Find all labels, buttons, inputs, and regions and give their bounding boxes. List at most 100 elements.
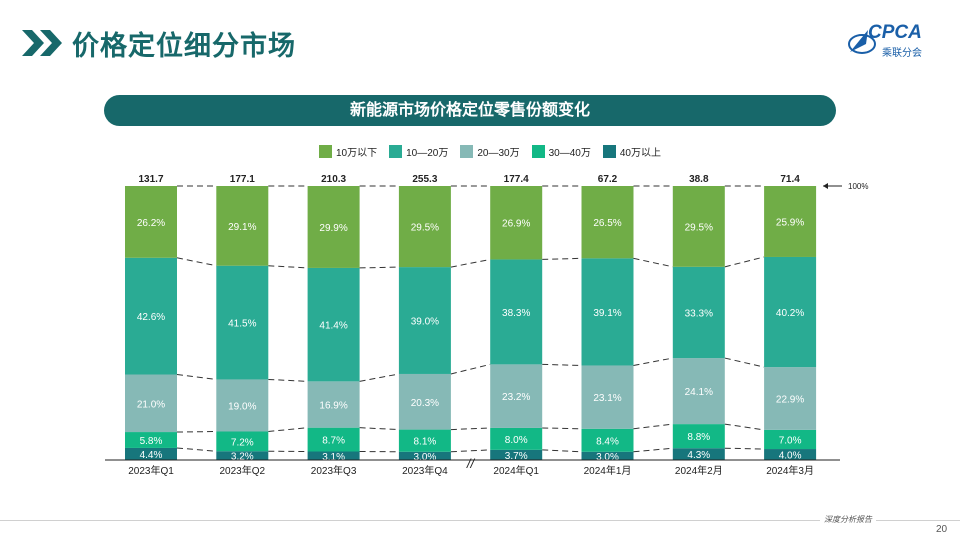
data-label: 39.1% <box>593 308 621 319</box>
bar-segment <box>764 429 817 450</box>
category-label: 2023年Q4 <box>402 464 448 477</box>
bar-segment <box>307 267 360 382</box>
data-label: 16.9% <box>319 401 347 412</box>
legend-swatch <box>319 145 332 158</box>
legend-label: 10万以下 <box>336 148 378 159</box>
chevron-icon <box>22 30 62 56</box>
bar-segment <box>581 258 634 366</box>
bar-segment <box>764 367 817 430</box>
data-label: 3.7% <box>505 451 528 462</box>
connector-line <box>724 357 765 368</box>
bar-segment <box>398 451 451 460</box>
category-label: 2024年3月 <box>766 464 814 477</box>
connector-line <box>450 363 491 375</box>
connector-line <box>450 258 491 268</box>
data-label: 7.2% <box>231 437 254 448</box>
bar-segment <box>672 448 725 460</box>
connector-line <box>633 357 673 366</box>
data-label: 26.9% <box>502 219 530 230</box>
bar-segment <box>672 266 725 359</box>
data-label: 22.9% <box>776 394 804 405</box>
legend-label: 20—30万 <box>477 148 520 159</box>
connector-line <box>633 447 673 453</box>
bar-segment <box>307 381 360 428</box>
legend-item: 10—20万 <box>389 144 448 159</box>
legend-swatch <box>602 145 616 158</box>
total-label: 67.2 <box>598 174 618 185</box>
legend-label: 40万以上 <box>619 148 661 159</box>
data-label: 20.3% <box>411 398 439 409</box>
data-label: 26.2% <box>137 218 165 229</box>
legend-item: 30—40万 <box>531 144 591 159</box>
bar-segment <box>672 424 725 449</box>
category-label: 2024年2月 <box>675 464 723 477</box>
connector-line <box>268 265 308 269</box>
data-label: 29.5% <box>411 223 439 234</box>
connector-line <box>268 378 308 382</box>
connector-line <box>176 374 217 380</box>
data-label: 3.0% <box>596 452 619 463</box>
data-label: 7.0% <box>779 435 802 446</box>
bar-segment <box>216 379 269 432</box>
data-label: 3.2% <box>231 452 254 463</box>
bar-segment <box>764 186 817 257</box>
connector-line <box>542 449 582 453</box>
cpca-logo: CPCA 乘联分会 <box>846 22 942 64</box>
logo-icon <box>848 30 876 54</box>
category-label: 2024年1月 <box>584 464 632 477</box>
page-title: 价格定位细分市场 <box>72 31 296 61</box>
bar-segment <box>398 373 451 430</box>
data-label: 21.0% <box>137 399 165 410</box>
connector-line <box>176 431 217 433</box>
data-label: 26.5% <box>593 218 621 229</box>
connector-line <box>176 257 217 267</box>
bar-segment <box>581 428 634 452</box>
connector-line <box>542 427 582 430</box>
data-label: 23.2% <box>502 392 530 403</box>
category-label: 2023年Q3 <box>311 464 357 477</box>
bar-segment <box>672 186 725 267</box>
bar-segment <box>490 427 543 450</box>
connector-line <box>633 257 673 268</box>
legend-label: 30—40万 <box>548 148 591 159</box>
connector-line <box>633 423 673 430</box>
data-label: 3.0% <box>414 452 437 463</box>
connector-line <box>724 423 765 431</box>
bar-segment <box>125 432 177 448</box>
bar-segment <box>581 365 634 429</box>
bar-segment <box>398 429 451 452</box>
category-label: 2024年Q1 <box>493 464 539 477</box>
legend-swatch <box>460 145 474 158</box>
total-label: 177.4 <box>504 174 529 185</box>
legend-item: 40万以上 <box>602 144 661 159</box>
data-label: 33.3% <box>685 308 713 319</box>
data-label: 8.7% <box>322 436 345 447</box>
bar-segment <box>307 427 360 452</box>
bar-segment <box>581 186 634 259</box>
data-label: 41.5% <box>228 319 256 330</box>
bar-segment <box>307 186 360 268</box>
data-label: 42.6% <box>137 312 165 323</box>
data-label: 29.5% <box>685 222 713 233</box>
bar-segment <box>581 451 634 460</box>
data-label: 8.4% <box>596 436 619 447</box>
bar-segment <box>490 259 543 365</box>
footer-text: 深度分析报告 <box>820 514 876 525</box>
data-label: 19.0% <box>228 401 256 412</box>
chart-title-banner: 新能源市场价格定位零售份额变化 <box>104 95 836 126</box>
bar-segment <box>125 447 177 460</box>
data-label: 29.9% <box>319 223 347 234</box>
data-label: 8.8% <box>687 432 710 443</box>
bar-segment <box>216 451 269 460</box>
bar-segment <box>307 451 360 460</box>
data-label: 3.1% <box>322 452 345 463</box>
page-number: 20 <box>936 524 948 535</box>
data-label: 4.4% <box>140 450 163 461</box>
connector-line <box>359 266 399 269</box>
data-label: 8.1% <box>414 437 437 448</box>
total-label: 71.4 <box>780 174 800 185</box>
connector-line <box>176 447 217 452</box>
connector-line <box>359 373 399 382</box>
data-label: 4.0% <box>779 451 802 462</box>
bar-segment <box>398 186 451 268</box>
